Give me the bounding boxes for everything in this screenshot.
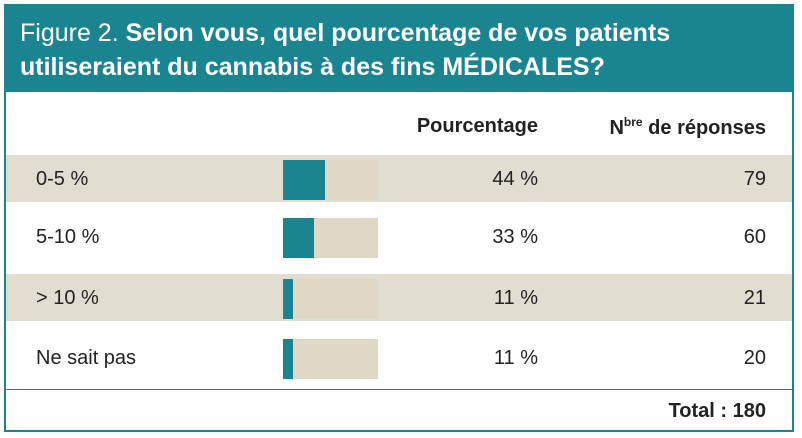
figure-title: Selon vous, quel pourcentage de vos pati… — [20, 19, 671, 81]
table-header: Pourcentage Nbre de réponses — [6, 101, 792, 149]
column-header-count: Nbre de réponses — [609, 115, 766, 140]
row-count: 20 — [743, 347, 766, 369]
bar-fill — [283, 279, 294, 319]
total-row: Total : 180 — [6, 389, 792, 431]
row-count: 79 — [743, 168, 766, 190]
bar-track — [283, 339, 378, 379]
row-label: 5-10 % — [36, 226, 100, 248]
table-row: 5-10 % 33 % 60 — [6, 213, 792, 260]
bar-fill — [283, 218, 315, 258]
row-percentage: 11 % — [493, 287, 538, 309]
bar-track — [283, 218, 378, 258]
figure-frame: Figure 2. Selon vous, quel pourcentage d… — [4, 4, 794, 432]
row-label: > 10 % — [36, 287, 99, 309]
figure-label: Figure 2. — [20, 19, 119, 47]
table-row: 0-5 % 44 % 79 — [6, 155, 792, 202]
row-percentage: 11 % — [493, 347, 538, 369]
row-count: 21 — [743, 287, 766, 309]
count-header-sup: bre — [623, 115, 643, 129]
row-label: Ne sait pas — [36, 347, 137, 369]
row-label: 0-5 % — [36, 168, 89, 190]
total-value: Total : 180 — [668, 400, 766, 422]
table-row: > 10 % 11 % 21 — [6, 274, 792, 321]
row-count: 60 — [743, 226, 766, 248]
table-row: Ne sait pas 11 % 20 — [6, 334, 792, 381]
figure-header: Figure 2. Selon vous, quel pourcentage d… — [6, 6, 792, 92]
bar-fill — [283, 160, 325, 200]
bar-track — [283, 160, 378, 200]
bar-fill — [283, 339, 294, 379]
count-header-prefix: N — [609, 117, 624, 139]
row-percentage: 33 % — [492, 226, 538, 248]
column-header-percentage: Pourcentage — [416, 115, 538, 137]
row-percentage: 44 % — [492, 168, 538, 190]
count-header-suffix: de réponses — [642, 117, 766, 139]
bar-track — [283, 279, 378, 319]
